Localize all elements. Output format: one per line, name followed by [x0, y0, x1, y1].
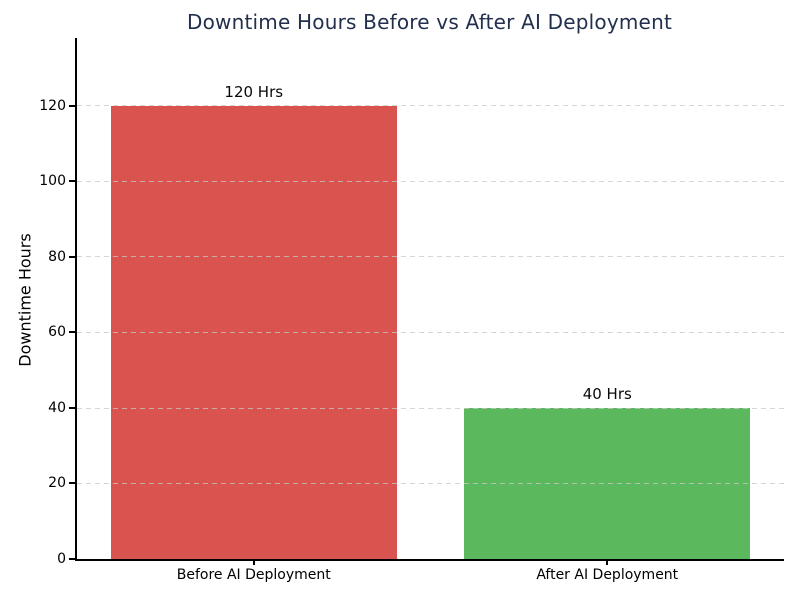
bar-value-label: 120 Hrs — [224, 82, 284, 101]
x-tick-mark — [252, 559, 255, 565]
gridline-y-20 — [77, 483, 784, 484]
y-tick-label: 100 — [39, 173, 66, 190]
gridline-y-120 — [77, 105, 784, 107]
y-tick-label: 80 — [48, 248, 66, 265]
plot-area: 120 Hrs 40 Hrs — [75, 38, 784, 561]
x-tick-label: Before AI Deployment — [176, 567, 331, 583]
y-tick-label: 40 — [48, 399, 66, 416]
y-tick-mark — [69, 331, 75, 334]
x-tick-mark — [606, 559, 609, 565]
gridline-y-80 — [77, 256, 784, 258]
gridline-y-60 — [77, 331, 784, 333]
x-tick-label: After AI Deployment — [536, 567, 679, 583]
y-tick-label: 20 — [48, 475, 66, 492]
y-tick-label: 120 — [39, 97, 66, 114]
gridline-y-100 — [77, 180, 784, 182]
y-tick-mark — [69, 255, 75, 258]
bar-value-label: 40 Hrs — [582, 385, 632, 403]
y-tick-mark — [69, 482, 75, 485]
y-tick-mark — [69, 104, 75, 107]
y-tick-label: 60 — [48, 324, 66, 341]
y-tick-mark — [69, 406, 75, 409]
chart-title: Downtime Hours Before vs After AI Deploy… — [187, 10, 672, 34]
y-tick-label: 0 — [57, 551, 66, 567]
y-tick-mark — [69, 558, 75, 560]
gridline-y-40 — [77, 407, 784, 409]
y-tick-mark — [69, 180, 75, 183]
